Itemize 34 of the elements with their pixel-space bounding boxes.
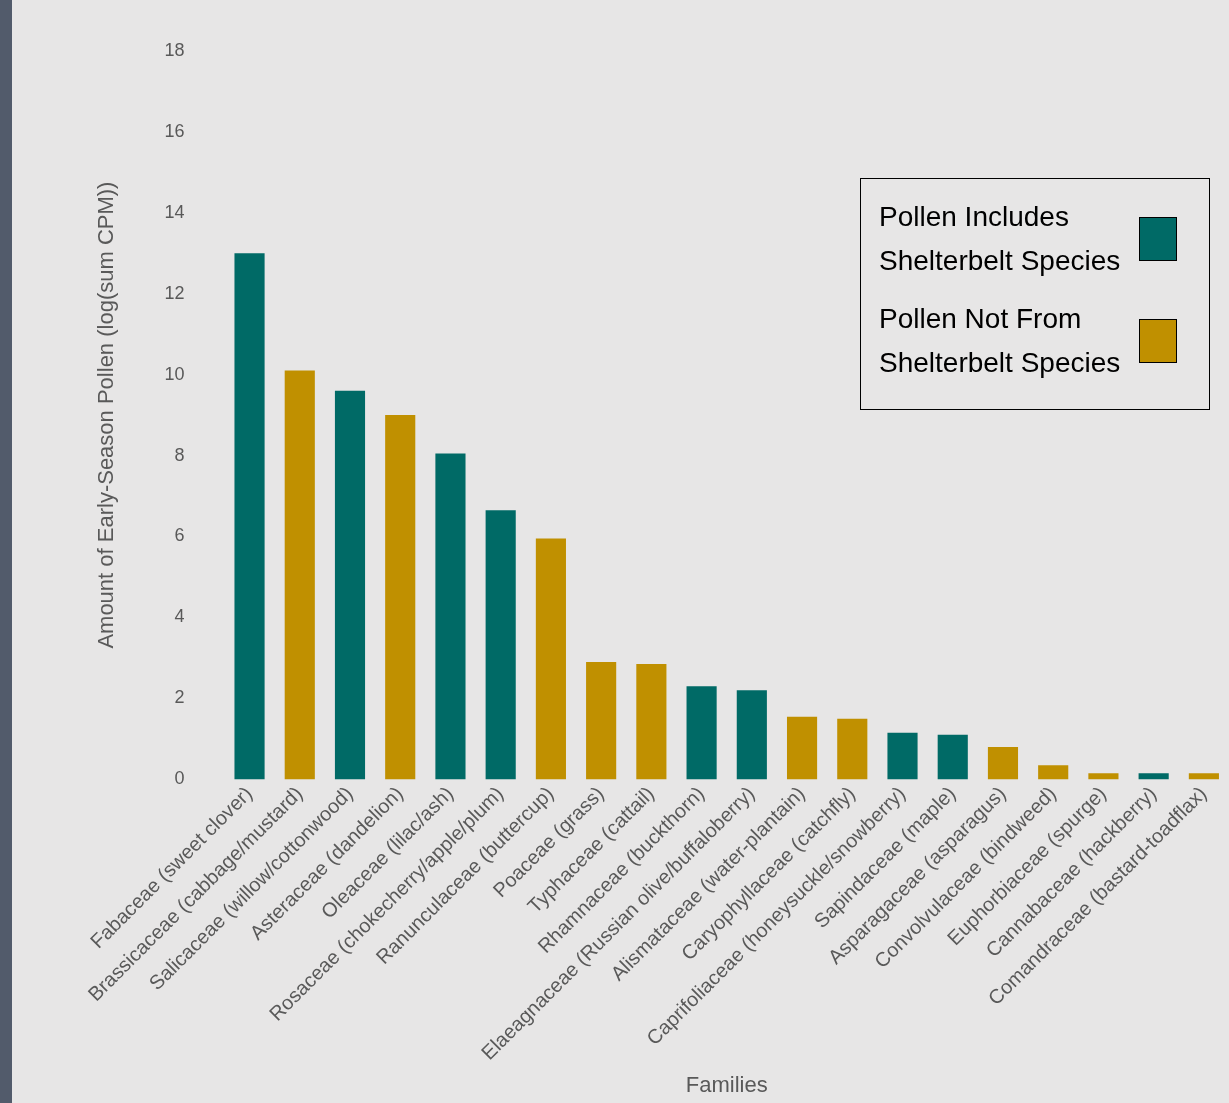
bar [786,716,818,780]
bar [636,664,667,780]
bar [937,734,968,780]
bar [837,718,868,780]
y-tick-label: 4 [174,606,185,627]
y-tick-label: 0 [174,768,185,789]
bar [1188,773,1219,780]
y-tick-label: 6 [174,525,185,546]
y-tick-label: 12 [164,282,185,303]
bar [385,415,416,780]
bar [987,747,1019,780]
bar [234,253,265,780]
bar [1038,765,1069,780]
bar [435,453,466,780]
legend-label: Pollen Not From Shelterbelt Species [879,302,1122,380]
bar [686,686,717,780]
y-tick-label: 14 [164,201,185,222]
bar [334,390,366,780]
bar [586,662,617,780]
y-tick-label: 18 [164,39,185,60]
y-tick-label: 2 [174,687,185,708]
bar [284,370,315,780]
bar [1138,773,1169,780]
y-axis-title: Amount of Early-Season Pollen (log(sum CPM)) [93,181,119,649]
y-tick-label: 10 [164,363,185,384]
y-tick-label: 8 [174,444,185,465]
bar [485,510,516,780]
bar [535,538,566,780]
legend-label: Pollen Includes Shelterbelt Species [879,200,1122,278]
x-axis-title: Families [685,1071,768,1097]
bar [1088,773,1119,780]
bar [736,690,767,780]
bar [887,732,918,780]
y-tick-label: 16 [164,120,185,141]
